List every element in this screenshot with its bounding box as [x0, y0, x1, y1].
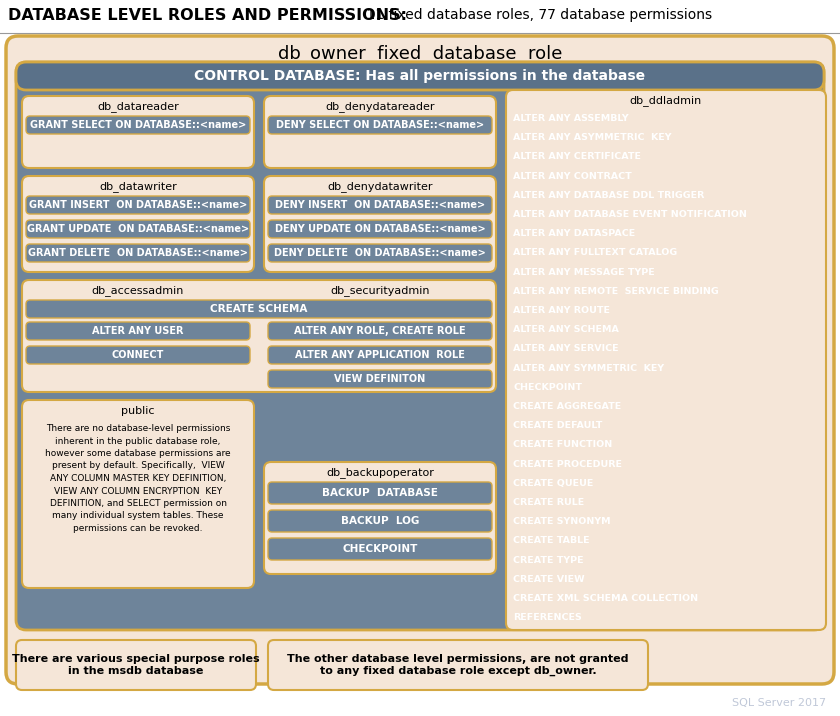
FancyBboxPatch shape: [268, 370, 492, 388]
Text: ALTER ANY APPLICATION  ROLE: ALTER ANY APPLICATION ROLE: [295, 350, 465, 360]
FancyBboxPatch shape: [26, 244, 250, 262]
Text: CREATE QUEUE: CREATE QUEUE: [513, 479, 593, 488]
Text: ALTER ANY REMOTE  SERVICE BINDING: ALTER ANY REMOTE SERVICE BINDING: [513, 287, 719, 296]
FancyBboxPatch shape: [268, 510, 492, 532]
FancyBboxPatch shape: [268, 196, 492, 214]
FancyBboxPatch shape: [268, 346, 492, 364]
Text: CREATE AGGREGATE: CREATE AGGREGATE: [513, 402, 622, 411]
Text: ALTER ANY SCHEMA: ALTER ANY SCHEMA: [513, 325, 619, 334]
FancyBboxPatch shape: [268, 640, 648, 690]
Text: CREATE RULE: CREATE RULE: [513, 498, 585, 507]
Text: CREATE TYPE: CREATE TYPE: [513, 556, 584, 565]
Text: ALTER ANY FULLTEXT CATALOG: ALTER ANY FULLTEXT CATALOG: [513, 248, 677, 257]
Text: GRANT UPDATE  ON DATABASE::<name>: GRANT UPDATE ON DATABASE::<name>: [27, 224, 249, 234]
Text: ALTER ANY MESSAGE TYPE: ALTER ANY MESSAGE TYPE: [513, 268, 654, 276]
Text: BACKUP  LOG: BACKUP LOG: [341, 516, 419, 526]
FancyBboxPatch shape: [26, 116, 250, 134]
Text: ALTER ANY SERVICE: ALTER ANY SERVICE: [513, 344, 618, 354]
Text: SQL Server 2017: SQL Server 2017: [732, 698, 826, 708]
Text: CREATE XML SCHEMA COLLECTION: CREATE XML SCHEMA COLLECTION: [513, 594, 698, 603]
Text: db_denydatawriter: db_denydatawriter: [328, 182, 433, 193]
FancyBboxPatch shape: [268, 244, 492, 262]
FancyBboxPatch shape: [26, 322, 250, 340]
Text: db_denydatareader: db_denydatareader: [325, 102, 435, 112]
FancyBboxPatch shape: [22, 280, 496, 392]
FancyBboxPatch shape: [22, 400, 254, 588]
FancyBboxPatch shape: [268, 220, 492, 238]
FancyBboxPatch shape: [6, 36, 834, 684]
Text: CREATE FUNCTION: CREATE FUNCTION: [513, 440, 612, 450]
Text: CONNECT: CONNECT: [112, 350, 164, 360]
Text: CHECKPOINT: CHECKPOINT: [513, 383, 582, 392]
FancyBboxPatch shape: [16, 62, 824, 630]
Text: VIEW DEFINITON: VIEW DEFINITON: [334, 374, 426, 384]
Text: ALTER ANY USER: ALTER ANY USER: [92, 326, 184, 336]
FancyBboxPatch shape: [268, 482, 492, 504]
Text: CREATE SCHEMA: CREATE SCHEMA: [210, 304, 307, 314]
FancyBboxPatch shape: [16, 640, 256, 690]
FancyBboxPatch shape: [22, 96, 254, 168]
FancyBboxPatch shape: [16, 62, 824, 90]
Text: CREATE VIEW: CREATE VIEW: [513, 575, 585, 584]
Text: db_securityadmin: db_securityadmin: [330, 286, 430, 296]
Text: ALTER ANY ROUTE: ALTER ANY ROUTE: [513, 306, 610, 315]
Text: DENY UPDATE ON DATABASE::<name>: DENY UPDATE ON DATABASE::<name>: [275, 224, 486, 234]
Text: DENY DELETE  ON DATABASE::<name>: DENY DELETE ON DATABASE::<name>: [274, 248, 486, 258]
Text: CONTROL DATABASE: Has all permissions in the database: CONTROL DATABASE: Has all permissions in…: [194, 69, 646, 83]
Text: There are no database-level permissions
inherent in the public database role,
ho: There are no database-level permissions …: [45, 424, 231, 533]
Text: GRANT DELETE  ON DATABASE::<name>: GRANT DELETE ON DATABASE::<name>: [28, 248, 248, 258]
Text: REFERENCES: REFERENCES: [513, 613, 582, 622]
Text: CHECKPOINT: CHECKPOINT: [343, 544, 417, 554]
Text: db_datareader: db_datareader: [97, 102, 179, 112]
Text: ALTER ANY DATASPACE: ALTER ANY DATASPACE: [513, 229, 635, 238]
Text: ALTER ANY DATABASE EVENT NOTIFICATION: ALTER ANY DATABASE EVENT NOTIFICATION: [513, 210, 747, 219]
Text: db_accessadmin: db_accessadmin: [92, 286, 184, 296]
Text: ALTER ANY ASYMMETRIC  KEY: ALTER ANY ASYMMETRIC KEY: [513, 133, 671, 142]
Text: DENY SELECT ON DATABASE::<name>: DENY SELECT ON DATABASE::<name>: [276, 120, 484, 130]
FancyBboxPatch shape: [26, 300, 492, 318]
Text: ALTER ANY ROLE, CREATE ROLE: ALTER ANY ROLE, CREATE ROLE: [294, 326, 466, 336]
Text: ALTER ANY DATABASE DDL TRIGGER: ALTER ANY DATABASE DDL TRIGGER: [513, 190, 705, 200]
Text: BACKUP  DATABASE: BACKUP DATABASE: [322, 488, 438, 498]
FancyBboxPatch shape: [506, 90, 826, 630]
Text: db_ddladmin: db_ddladmin: [630, 95, 702, 107]
Text: db_backupoperator: db_backupoperator: [326, 468, 434, 478]
Text: There are various special purpose roles
in the msdb database: There are various special purpose roles …: [13, 654, 260, 676]
FancyBboxPatch shape: [268, 322, 492, 340]
Text: CREATE SYNONYM: CREATE SYNONYM: [513, 517, 611, 526]
Text: CREATE PROCEDURE: CREATE PROCEDURE: [513, 460, 622, 468]
FancyBboxPatch shape: [264, 176, 496, 272]
FancyBboxPatch shape: [268, 538, 492, 560]
FancyBboxPatch shape: [22, 176, 254, 272]
Text: GRANT INSERT  ON DATABASE::<name>: GRANT INSERT ON DATABASE::<name>: [29, 200, 247, 210]
Text: 11 fixed database roles, 77 database permissions: 11 fixed database roles, 77 database per…: [362, 8, 712, 22]
FancyBboxPatch shape: [26, 346, 250, 364]
Text: The other database level permissions, are not granted
to any fixed database role: The other database level permissions, ar…: [287, 654, 629, 676]
Text: db_datawriter: db_datawriter: [99, 182, 177, 193]
Text: DATABASE LEVEL ROLES AND PERMISSIONS:: DATABASE LEVEL ROLES AND PERMISSIONS:: [8, 8, 407, 23]
Text: ALTER ANY CERTIFICATE: ALTER ANY CERTIFICATE: [513, 153, 641, 161]
Text: ALTER ANY ASSEMBLY: ALTER ANY ASSEMBLY: [513, 114, 628, 123]
Text: ALTER ANY CONTRACT: ALTER ANY CONTRACT: [513, 172, 632, 180]
Text: GRANT SELECT ON DATABASE::<name>: GRANT SELECT ON DATABASE::<name>: [30, 120, 246, 130]
Text: CREATE TABLE: CREATE TABLE: [513, 536, 590, 546]
Text: db_owner  fixed  database  role: db_owner fixed database role: [278, 45, 562, 63]
FancyBboxPatch shape: [26, 220, 250, 238]
Text: DENY INSERT  ON DATABASE::<name>: DENY INSERT ON DATABASE::<name>: [275, 200, 485, 210]
Text: CREATE DEFAULT: CREATE DEFAULT: [513, 421, 602, 430]
FancyBboxPatch shape: [264, 96, 496, 168]
FancyBboxPatch shape: [264, 462, 496, 574]
FancyBboxPatch shape: [26, 196, 250, 214]
FancyBboxPatch shape: [268, 116, 492, 134]
Text: ALTER ANY SYMMETRIC  KEY: ALTER ANY SYMMETRIC KEY: [513, 364, 664, 372]
Text: public: public: [121, 406, 155, 416]
